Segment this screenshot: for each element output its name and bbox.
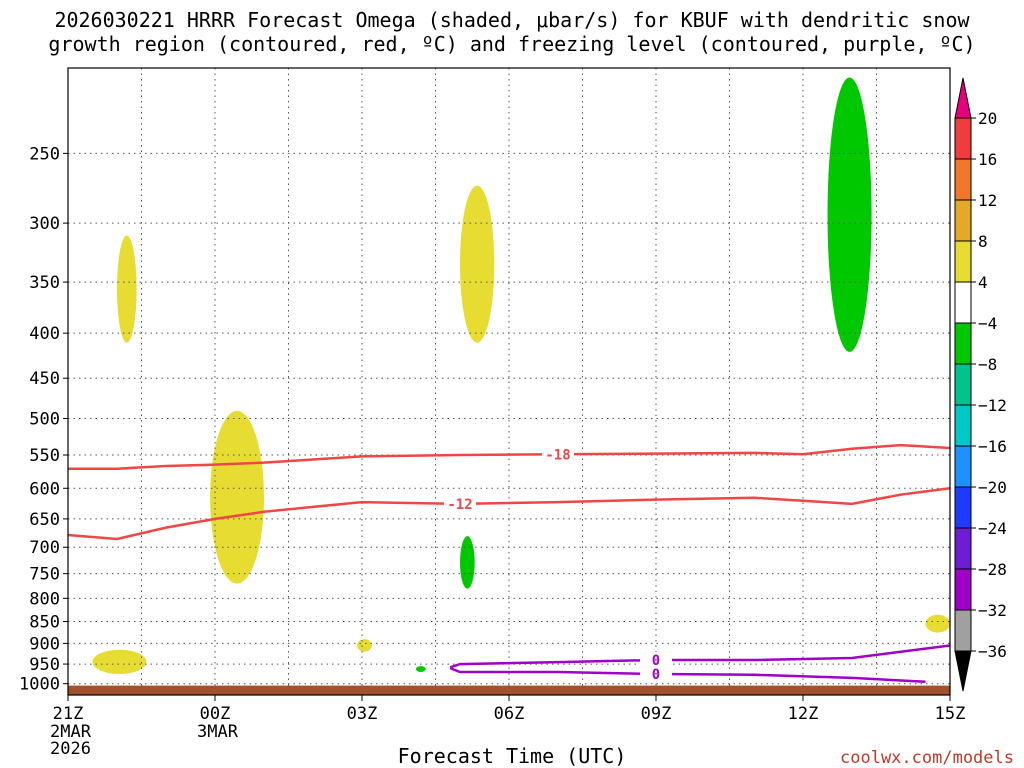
x-tick-sublabel-0-0: 2MAR [50,722,92,742]
contour-line-0 [68,443,950,470]
colorbar-tick-label-12: −32 [978,601,1007,620]
colorbar-segment-12 [954,609,972,652]
y-tick-label-10: 750 [29,565,60,585]
colorbar-segment-11 [954,568,972,611]
colorbar-segment-4 [954,281,972,324]
x-tick-label-0: 21Z [53,704,84,724]
terrain-ground [68,685,950,695]
title-line-1: 2026030221 HRRR Forecast Omega (shaded, … [54,8,970,32]
colorbar-tick-label-1: 16 [978,150,997,169]
colorbar-tick-label-7: −12 [978,396,1007,415]
contour-label-1: -12 [447,497,472,513]
omega-region-2 [210,410,264,584]
y-tick-label-2: 350 [29,273,60,293]
grid-lines [68,68,950,695]
x-tick-label-4: 09Z [641,704,672,724]
x-tick-sublabel-0-1: 2026 [50,739,91,759]
colorbar-tick-label-6: −8 [978,355,997,374]
contour-label-bg-3 [640,666,672,682]
x-tick-label-5: 12Z [788,704,819,724]
colorbar-segment-0 [954,117,972,160]
colorbar-tick-label-4: 4 [978,273,988,292]
colorbar-segment-3 [954,240,972,283]
x-tick-sublabel-1-0: 3MAR [197,722,239,742]
colorbar-tick-label-9: −20 [978,478,1007,497]
colorbar-tick-label-11: −28 [978,560,1007,579]
colorbar-segment-9 [954,486,972,529]
colorbar-tick-label-8: −16 [978,437,1007,456]
credit-link[interactable]: coolwx.com/models [840,748,1014,768]
y-tick-label-3: 400 [29,324,60,344]
colorbar-tick-label-13: −36 [978,642,1007,661]
contour-label-3: 0 [652,667,660,683]
colorbar-segment-2 [954,199,972,242]
colorbar-arrow-top [954,77,972,119]
colorbar-arrow-bottom [954,650,972,692]
omega-region-1 [92,649,147,675]
contour-lines: -18 -12 00 [68,443,950,684]
colorbar-segment-8 [954,445,972,488]
y-tick-label-13: 900 [29,634,60,654]
omega-region-6 [460,536,475,589]
y-tick-label-1: 300 [29,214,60,234]
y-tick-label-7: 600 [29,479,60,499]
colorbar-segment-6 [954,363,972,406]
colorbar: 20 16 12 8 4 −4 −8 −12 −16 −20 −24 −28 −32 −36 [954,77,1007,692]
colorbar-segment-7 [954,404,972,447]
x-tick-label-6: 15Z [935,704,966,724]
y-tick-label-8: 650 [29,510,60,530]
x-axis-label: Forecast Time (UTC) [397,744,627,768]
contour-label-bg-2 [640,652,672,668]
contour-label-bg-0 [542,446,574,462]
omega-region-4 [460,185,495,343]
omega-region-3 [357,639,372,652]
colorbar-tick-label-3: 8 [978,232,988,251]
colorbar-tick-label-5: −4 [978,314,997,333]
colorbar-segment-5 [954,322,972,365]
y-tick-label-12: 850 [29,613,60,633]
x-tick-label-1: 00Z [200,704,231,724]
colorbar-tick-label-10: −24 [978,519,1007,538]
y-tick-label-11: 800 [29,589,60,609]
x-tick-label-2: 03Z [347,704,378,724]
y-axis: 2503003504004505005506006507007508008509… [19,144,68,695]
y-tick-label-9: 700 [29,538,60,558]
chart-title: 2026030221 HRRR Forecast Omega (shaded, … [0,8,1024,56]
y-tick-label-15: 1000 [19,675,60,695]
y-tick-label-4: 450 [29,369,60,389]
colorbar-segment-10 [954,527,972,570]
contour-label-bg-1 [444,495,476,511]
omega-region-8 [827,77,872,352]
contour-line-3 [449,666,926,684]
y-tick-label-0: 250 [29,144,60,164]
colorbar-tick-label-0: 20 [978,109,997,128]
contour-label-0: -18 [545,447,570,463]
colorbar-tick-label-2: 12 [978,191,997,210]
colorbar-segment-1 [954,158,972,201]
title-line-2: growth region (contoured, red, ºC) and f… [48,32,976,56]
y-tick-label-5: 500 [29,410,60,430]
omega-region-5 [925,614,950,633]
x-tick-label-3: 06Z [494,704,525,724]
y-tick-label-6: 550 [29,446,60,466]
y-tick-label-14: 950 [29,655,60,675]
omega-region-7 [415,666,426,673]
contour-label-2: 0 [652,653,660,669]
omega-region-0 [117,235,137,343]
omega-shaded-regions [92,77,950,675]
